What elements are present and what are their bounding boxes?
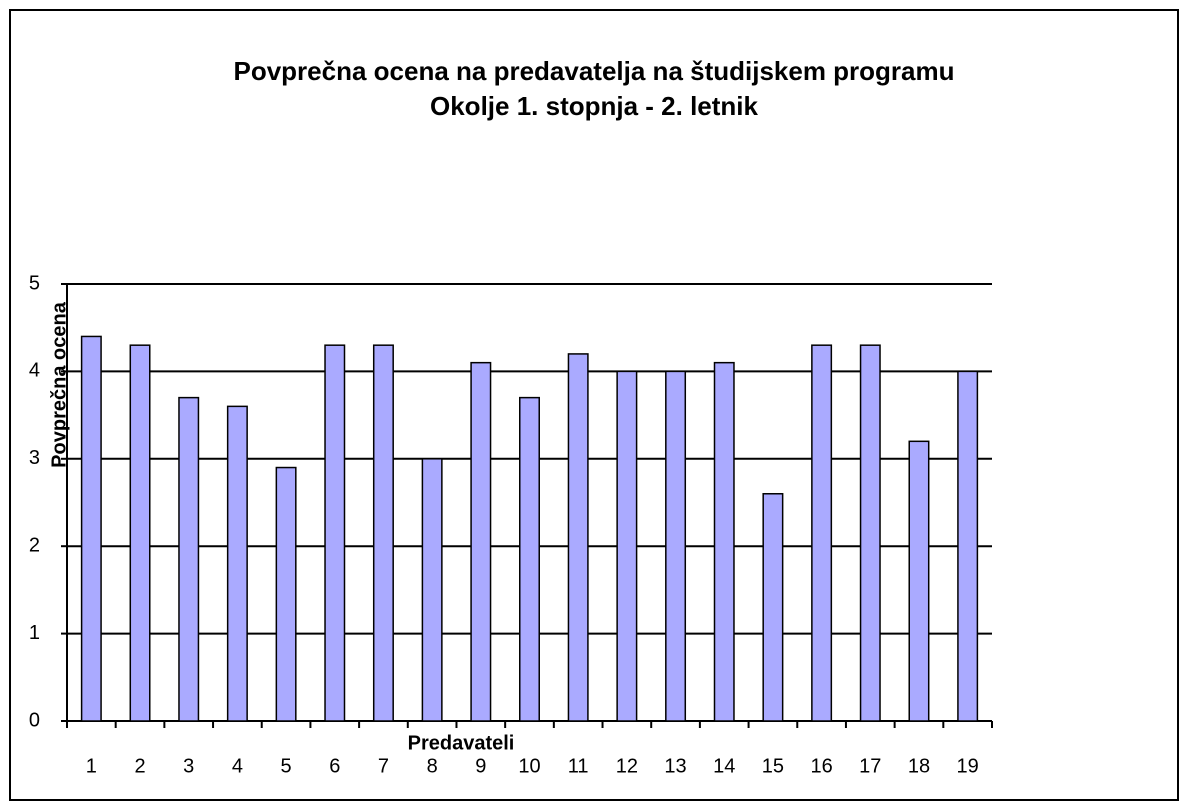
x-tick-label: 12 bbox=[616, 755, 638, 777]
y-axis-title: Povprečna ocena bbox=[48, 301, 70, 468]
bar bbox=[957, 370, 979, 722]
x-tick-label: 15 bbox=[762, 755, 784, 777]
x-tick-label: 4 bbox=[232, 755, 243, 777]
bar bbox=[275, 466, 297, 722]
bar bbox=[226, 405, 248, 722]
bar bbox=[372, 344, 394, 722]
bar bbox=[713, 361, 735, 722]
y-tick-label: 1 bbox=[29, 622, 40, 644]
x-tick-label: 6 bbox=[329, 755, 340, 777]
bar bbox=[762, 493, 784, 722]
x-tick-label: 18 bbox=[908, 755, 930, 777]
bar bbox=[811, 344, 833, 722]
x-axis-title: Predavateli bbox=[408, 732, 515, 754]
x-tick-label: 14 bbox=[713, 755, 735, 777]
x-tick-label: 8 bbox=[427, 755, 438, 777]
bar bbox=[470, 361, 492, 722]
x-tick-label: 1 bbox=[86, 755, 97, 777]
bar bbox=[421, 458, 443, 722]
bar bbox=[178, 396, 200, 722]
bar bbox=[80, 335, 102, 722]
y-tick-label: 5 bbox=[29, 272, 40, 294]
x-tick-label: 3 bbox=[183, 755, 194, 777]
bar bbox=[567, 353, 589, 722]
y-tick-label: 0 bbox=[29, 709, 40, 731]
x-tick-label: 16 bbox=[810, 755, 832, 777]
x-tick-label: 13 bbox=[664, 755, 686, 777]
bar bbox=[859, 344, 881, 722]
y-tick-label: 4 bbox=[29, 360, 40, 382]
bar bbox=[129, 344, 151, 722]
x-tick-label: 5 bbox=[281, 755, 292, 777]
chart-frame bbox=[9, 9, 1179, 801]
bar bbox=[324, 344, 346, 722]
bar bbox=[519, 396, 540, 722]
bar bbox=[616, 370, 638, 722]
bar bbox=[908, 440, 930, 722]
x-tick-label: 17 bbox=[859, 755, 881, 777]
x-tick-label: 9 bbox=[475, 755, 486, 777]
x-tick-label: 2 bbox=[134, 755, 145, 777]
bar bbox=[665, 370, 687, 722]
chart-subtitle: Okolje 1. stopnja - 2. letnik bbox=[430, 91, 759, 121]
chart-title: Povprečna ocena na predavatelja na študi… bbox=[233, 56, 954, 86]
x-tick-label: 11 bbox=[568, 755, 589, 777]
x-tick-label: 19 bbox=[957, 755, 979, 777]
x-tick-label: 10 bbox=[518, 755, 540, 777]
y-tick-label: 3 bbox=[29, 447, 40, 469]
x-tick-label: 7 bbox=[378, 755, 389, 777]
y-tick-label: 2 bbox=[29, 534, 40, 556]
